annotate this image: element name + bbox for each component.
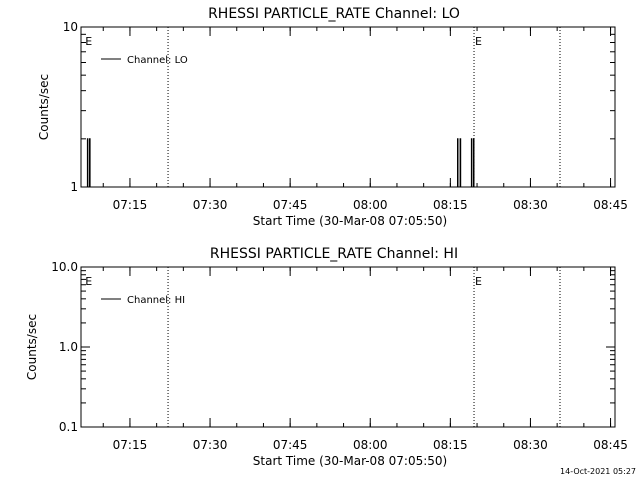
chart1-ytick-label: 1 — [70, 180, 78, 194]
chart1-xtick-label: 08:30 — [513, 198, 548, 212]
chart2-xtick-label: 07:30 — [193, 438, 228, 452]
chart1-xtick-label: 07:15 — [113, 198, 148, 212]
chart2-ylabel: Counts/sec — [25, 314, 39, 380]
chart2-ytick-label: 10.0 — [51, 260, 78, 274]
chart2-event-label: E — [475, 275, 482, 288]
chart2-xtick-label: 08:00 — [353, 438, 388, 452]
chart1-plot-frame — [80, 26, 616, 188]
chart1-xtick-label: 08:15 — [433, 198, 468, 212]
footer-timestamp: 14-Oct-2021 05:27 — [560, 467, 636, 476]
chart1-panel: RHESSI PARTICLE_RATE Channel: LO Start Ti… — [37, 6, 628, 228]
chart2-ytick-label: 0.1 — [59, 420, 78, 434]
chart1-series-line — [468, 138, 478, 188]
chart2-xtick-label: 07:45 — [273, 438, 308, 452]
chart1-xtick-label: 08:00 — [353, 198, 388, 212]
chart1-event-label: E — [475, 35, 482, 48]
chart2-plot-frame — [80, 266, 616, 428]
chart1-xlabel: Start Time (30-Mar-08 07:05:50) — [253, 214, 447, 228]
chart1-ylabel: Counts/sec — [37, 74, 51, 140]
chart1-title: RHESSI PARTICLE_RATE Channel: LO — [208, 6, 460, 22]
chart1-event-label: E — [85, 35, 92, 48]
chart2-title: RHESSI PARTICLE_RATE Channel: HI — [210, 246, 458, 262]
chart1-series-line — [452, 138, 462, 188]
chart2-xtick-label: 08:45 — [593, 438, 628, 452]
chart1-ytick-label: 10 — [63, 20, 78, 34]
chart2-legend-entry: Channel: HI — [127, 295, 185, 306]
chart2-xtick-label: 07:15 — [113, 438, 148, 452]
chart1-series-line — [84, 138, 91, 188]
chart1-xtick-label: 07:30 — [193, 198, 228, 212]
chart2-xtick-label: 08:30 — [513, 438, 548, 452]
chart1-xtick-label: 07:45 — [273, 198, 308, 212]
chart1-xtick-label: 08:45 — [593, 198, 628, 212]
chart2-xlabel: Start Time (30-Mar-08 07:05:50) — [253, 454, 447, 468]
chart1-legend-entry: Channel: LO — [127, 55, 188, 66]
chart2-ytick-label: 1.0 — [59, 340, 78, 354]
chart2-event-label: E — [85, 275, 92, 288]
chart2-xtick-label: 08:15 — [433, 438, 468, 452]
chart2-panel: RHESSI PARTICLE_RATE Channel: HI Start Ti… — [25, 246, 628, 468]
